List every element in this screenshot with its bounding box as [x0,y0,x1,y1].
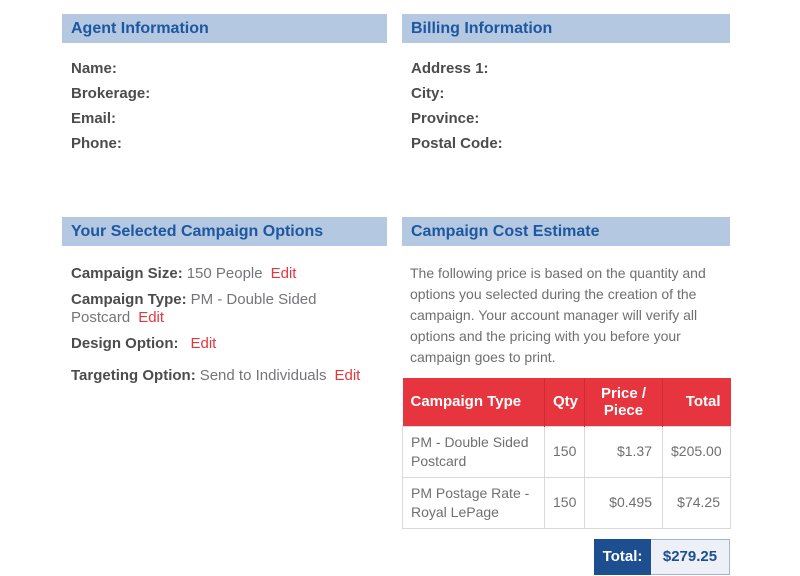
province-label: Province: [411,110,480,127]
name-label: Name: [71,60,117,77]
edit-campaign-type-link[interactable]: Edit [138,309,165,326]
agent-information-fields: Name: Brokerage: Email: Phone: [62,43,387,151]
field-row-city: City: [411,86,730,101]
billing-information-panel: Billing Information Address 1: City: Pro… [402,14,730,161]
targeting-option-label: Targeting Option: [71,367,196,384]
cost-estimate-description: The following price is based on the quan… [410,265,706,365]
row2-qty: 150 [544,476,585,529]
table-row: PM Postage Rate - Royal LePage 150 $0.49… [402,476,731,529]
campaign-options-list: Campaign Size: 150 People Edit Campaign Ty… [62,246,387,385]
campaign-options-title: Your Selected Campaign Options [62,217,387,246]
campaign-size-label: Campaign Size: [71,265,183,282]
city-label: City: [411,85,445,102]
field-row-email: Email: [71,111,387,126]
billing-information-fields: Address 1: City: Province: Postal Code: [402,43,730,151]
edit-campaign-size-link[interactable]: Edit [270,265,297,282]
row2-price: $0.495 [584,476,663,529]
cost-table-header: Campaign Type Qty Price / Piece Total [402,378,731,426]
field-row-phone: Phone: [71,136,387,151]
email-label: Email: [71,110,117,127]
campaign-type-value: PM - Double Sided Postcard [71,291,317,326]
edit-targeting-option-link[interactable]: Edit [334,367,361,384]
grand-total-bar: Total: $279.25 [402,538,730,575]
row2-type: PM Postage Rate - Royal LePage [402,476,545,529]
billing-information-title: Billing Information [402,14,730,43]
row1-qty: 150 [544,425,585,478]
campaign-options-panel: Your Selected Campaign Options Campaign … [62,217,387,393]
field-row-province: Province: [411,111,730,126]
phone-label: Phone: [71,135,122,152]
field-row-address1: Address 1: [411,61,730,76]
option-campaign-size: Campaign Size: 150 People Edit [71,265,387,283]
agent-information-panel: Agent Information Name: Brokerage: Email… [62,14,387,161]
field-row-name: Name: [71,61,387,76]
campaign-size-value: 150 People [186,265,263,282]
cost-table: Campaign Type Qty Price / Piece Total PM… [402,378,731,529]
header-price-piece: Price / Piece [584,378,663,426]
row1-price: $1.37 [584,425,663,478]
option-campaign-type: Campaign Type: PM - Double Sided Postcard… [71,291,387,327]
row1-total: $205.00 [662,425,731,478]
cost-estimate-title: Campaign Cost Estimate [402,217,730,246]
row2-total: $74.25 [662,476,731,529]
field-row-postal-code: Postal Code: [411,136,730,151]
cost-estimate-panel: Campaign Cost Estimate The following pri… [402,217,731,575]
field-row-brokerage: Brokerage: [71,86,387,101]
design-option-label: Design Option: [71,335,179,352]
edit-design-option-link[interactable]: Edit [190,335,217,352]
table-row: PM - Double Sided Postcard 150 $1.37 $20… [402,425,731,478]
option-targeting: Targeting Option: Send to Individuals Edit [71,367,387,385]
targeting-option-value: Send to Individuals [199,367,327,384]
agent-information-title: Agent Information [62,14,387,43]
header-total: Total [662,378,731,426]
grand-total-label: Total: [594,538,651,575]
option-design: Design Option: Edit [71,335,387,353]
campaign-type-label: Campaign Type: [71,291,187,308]
header-campaign-type: Campaign Type [402,378,545,426]
brokerage-label: Brokerage: [71,85,151,102]
postal-code-label: Postal Code: [411,135,503,152]
row1-type: PM - Double Sided Postcard [402,425,545,478]
address1-label: Address 1: [411,60,489,77]
header-qty: Qty [544,378,585,426]
grand-total-value: $279.25 [651,538,730,575]
panels-grid: Agent Information Name: Brokerage: Email… [62,14,800,575]
